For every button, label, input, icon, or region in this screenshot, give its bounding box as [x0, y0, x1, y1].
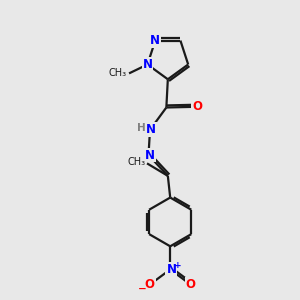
Text: N: N — [142, 58, 152, 71]
Text: N: N — [146, 123, 156, 136]
Text: O: O — [192, 100, 202, 113]
Text: +: + — [174, 261, 182, 270]
Text: CH₃: CH₃ — [109, 68, 127, 78]
Text: O: O — [186, 278, 196, 291]
Text: N: N — [150, 34, 160, 47]
Text: CH₃: CH₃ — [127, 157, 145, 167]
Text: N: N — [167, 263, 176, 276]
Text: N: N — [145, 148, 155, 162]
Text: −: − — [138, 284, 147, 294]
Text: H: H — [137, 123, 146, 133]
Text: O: O — [145, 278, 155, 291]
